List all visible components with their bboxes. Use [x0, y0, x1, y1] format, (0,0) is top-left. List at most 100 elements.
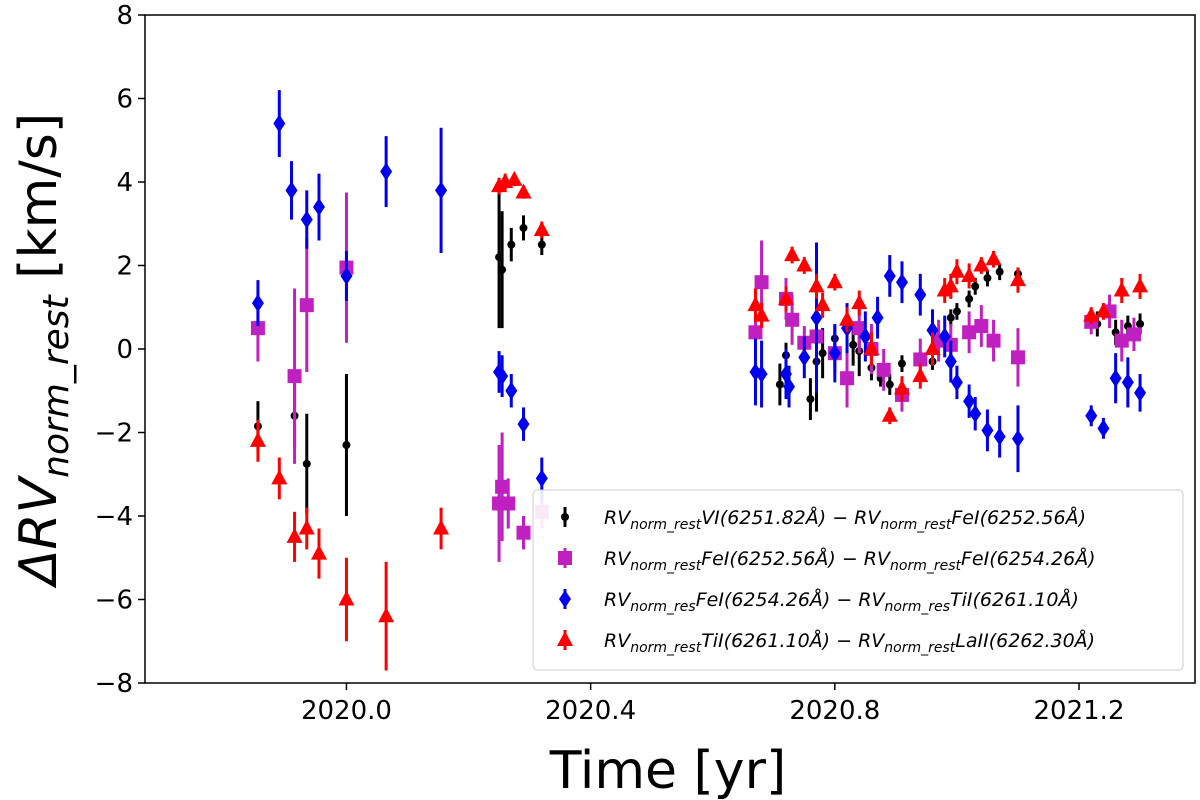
data-point: [826, 273, 843, 289]
data-point: [273, 114, 286, 133]
data-point: [516, 525, 531, 540]
y-tick-label: 0: [116, 335, 133, 365]
data-point: [338, 590, 355, 606]
data-point: [938, 327, 951, 346]
legend-item-1: RVnorm_restVI(6251.82Å) − RVnorm_restFeI…: [561, 506, 1086, 533]
legend: RVnorm_restVI(6251.82Å) − RVnorm_restFeI…: [532, 489, 1184, 671]
legend-marker: [557, 631, 573, 646]
data-point: [885, 380, 894, 389]
legend-label: RVnorm_restTiI(6261.10Å) − RVnorm_restLa…: [604, 629, 1095, 656]
series-1: [253, 186, 1145, 516]
y-axis-label-main: ΔRV: [9, 474, 69, 589]
y-tick-label: −4: [95, 502, 133, 532]
series-4: [249, 170, 1149, 671]
data-point: [961, 266, 978, 282]
data-point: [535, 469, 548, 488]
legend-marker: [558, 551, 572, 565]
data-point: [785, 312, 800, 327]
data-point: [754, 275, 769, 290]
data-point: [1085, 406, 1098, 425]
data-point: [515, 183, 532, 199]
data-point: [924, 340, 941, 355]
data-point: [505, 381, 518, 400]
data-point: [1095, 302, 1112, 318]
data-point: [974, 319, 989, 334]
data-marks: [249, 90, 1149, 671]
data-point: [969, 404, 982, 423]
data-point: [753, 306, 770, 322]
data-point: [796, 256, 813, 272]
y-axis-label: ΔRVnorm_rest [km/s]: [9, 113, 77, 589]
y-axis-label-subscript: norm_rest: [36, 293, 77, 477]
data-point: [814, 296, 831, 312]
data-point: [1134, 383, 1147, 402]
data-point: [250, 321, 265, 336]
data-point: [298, 519, 315, 535]
data-point: [946, 313, 955, 322]
x-axis-label: Time [yr]: [549, 741, 787, 800]
legend-item-3: RVnorm_resFeI(6254.26Å) − RVnorm_resTiI(…: [559, 588, 1079, 615]
data-point: [897, 359, 906, 368]
data-point: [1009, 271, 1026, 287]
data-point: [1126, 327, 1141, 342]
legend-label: RVnorm_restFeI(6252.56Å) − RVnorm_restFe…: [604, 547, 1096, 574]
data-point: [926, 321, 939, 340]
legend-label: RVnorm_restVI(6251.82Å) − RVnorm_restFeI…: [604, 506, 1086, 533]
data-point: [963, 392, 976, 411]
data-point: [755, 365, 768, 384]
data-point: [1011, 429, 1024, 448]
data-point: [828, 344, 841, 363]
data-point: [942, 277, 959, 293]
data-point: [1097, 419, 1110, 438]
data-point: [893, 379, 910, 395]
data-point: [818, 349, 827, 358]
data-point: [1113, 281, 1130, 297]
data-point: [748, 325, 763, 340]
data-point: [501, 496, 516, 511]
data-point: [380, 162, 393, 181]
y-tick-label: −8: [95, 669, 133, 699]
y-axis-label-unit: [km/s]: [9, 113, 69, 295]
data-point: [914, 285, 927, 304]
data-point: [810, 308, 823, 327]
data-point: [973, 256, 990, 272]
data-point: [537, 240, 546, 249]
data-point: [948, 262, 965, 278]
data-point: [435, 181, 448, 200]
data-point: [839, 310, 856, 326]
y-tick-label: 6: [116, 85, 133, 115]
data-point: [993, 427, 1006, 446]
data-point: [912, 367, 929, 383]
data-point: [285, 181, 298, 200]
data-point: [965, 294, 974, 303]
data-point: [342, 441, 351, 450]
x-tick-label: 2020.4: [545, 696, 636, 726]
data-point: [883, 266, 896, 285]
legend-item-2: RVnorm_restFeI(6252.56Å) − RVnorm_restFe…: [558, 547, 1096, 574]
legend-label: RVnorm_resFeI(6254.26Å) − RVnorm_resTiI(…: [604, 588, 1079, 615]
data-point: [1109, 369, 1122, 388]
data-point: [808, 277, 825, 293]
data-point: [507, 240, 516, 249]
data-point: [881, 406, 898, 422]
data-point: [747, 296, 764, 312]
data-point: [1132, 277, 1149, 293]
y-tick-label: 4: [116, 168, 133, 198]
data-point: [433, 519, 450, 535]
y-tick-label: −6: [95, 586, 133, 616]
x-tick-label: 2020.8: [789, 696, 880, 726]
legend-box: [532, 489, 1184, 671]
legend-item-4: RVnorm_restTiI(6261.10Å) − RVnorm_restLa…: [557, 629, 1095, 656]
data-point: [519, 223, 528, 232]
data-point: [495, 479, 510, 494]
data-point: [300, 210, 313, 229]
x-tick-label: 2021.2: [1034, 696, 1125, 726]
data-point: [876, 362, 891, 377]
data-point: [496, 367, 509, 386]
data-point: [310, 544, 327, 560]
data-point: [995, 267, 1004, 276]
data-point: [986, 333, 1001, 348]
data-point: [863, 340, 880, 355]
data-point: [806, 395, 815, 404]
